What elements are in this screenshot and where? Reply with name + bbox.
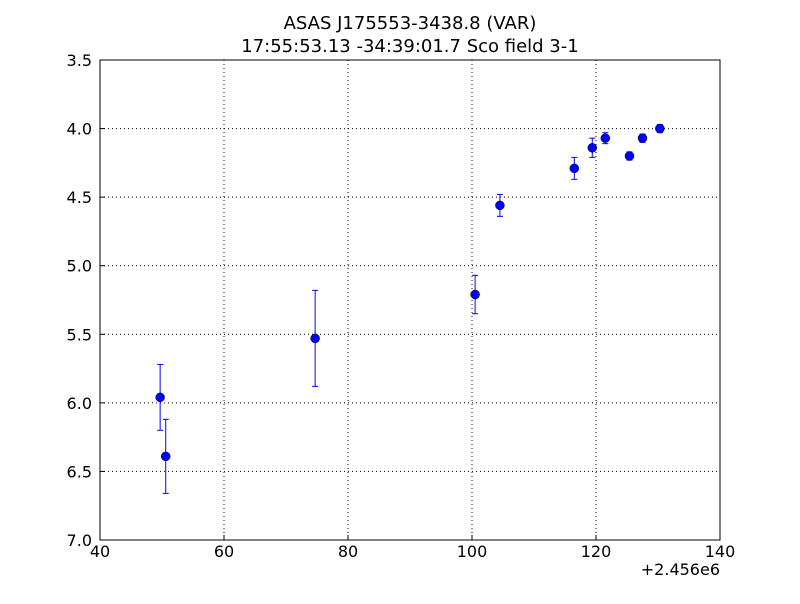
y-tick-label: 7.0 [67, 531, 92, 550]
data-point [310, 333, 320, 344]
y-tick-label: 4.5 [67, 188, 92, 207]
data-point [600, 133, 611, 143]
x-tick-label: 120 [581, 542, 612, 561]
x-tick-label: 40 [90, 542, 110, 561]
data-point [495, 200, 505, 211]
data-point [637, 133, 648, 143]
y-tick-label: 4.0 [67, 120, 92, 139]
y-tick-label: 3.5 [67, 51, 92, 70]
data-point [655, 123, 665, 134]
y-tick-label: 5.0 [67, 257, 92, 276]
data-point [624, 151, 635, 161]
x-tick-label: 80 [338, 542, 358, 561]
data-point [160, 451, 171, 462]
data-point [155, 392, 165, 403]
y-tick-label: 6.0 [67, 394, 92, 413]
x-offset-label: +2.456e6 [641, 560, 720, 579]
x-tick-label: 60 [214, 542, 234, 561]
data-point [470, 289, 480, 300]
chart-subtitle: 17:55:53.13 -34:39:01.7 Sco field 3-1 [241, 36, 578, 57]
x-tick-label: 100 [457, 542, 488, 561]
data-point [587, 143, 598, 153]
plot-frame [99, 59, 721, 541]
chart-title: ASAS J175553-3438.8 (VAR) [284, 13, 537, 34]
x-tick-label: 140 [705, 542, 736, 561]
data-point [569, 163, 580, 174]
y-tick-label: 5.5 [67, 325, 92, 344]
y-tick-label: 6.5 [67, 462, 92, 481]
